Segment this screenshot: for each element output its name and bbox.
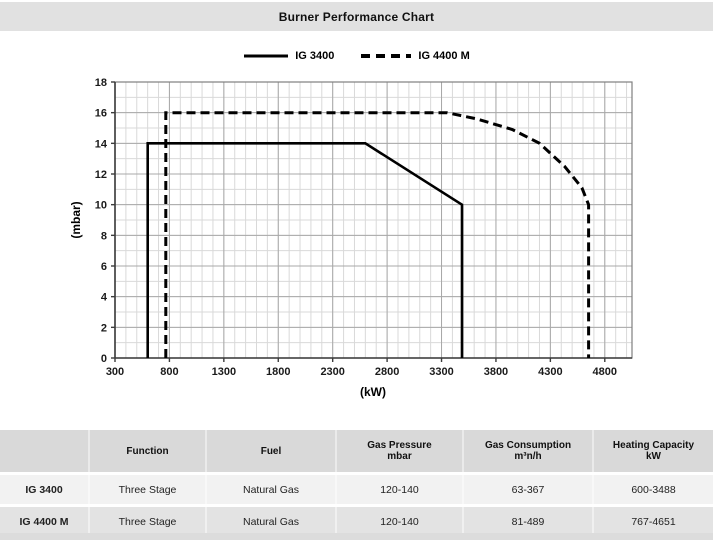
x-tick-label: 2300 [320,366,344,378]
y-tick-label: 14 [95,138,108,150]
performance-chart: 300 800 1300 1800 2300 2800 3300 3800 4300 4800 0… [69,77,633,399]
series-lines [146,111,591,358]
legend-item-ig-3400: IG 3400 [243,50,334,62]
y-tick-label: 4 [101,292,108,304]
bottom-divider [0,533,713,540]
cell-function: Three Stage [88,507,205,536]
y-tick-label: 12 [95,169,107,181]
spec-table-header: Function Fuel Gas Pressure mbar Gas Consu… [0,430,713,472]
x-tick-label: 2800 [375,366,399,378]
cell-function: Three Stage [88,475,205,504]
y-tick-label: 0 [101,353,107,365]
chart-legend: IG 3400 IG 4400 M [0,46,713,66]
cell-heating-capacity: 600-3488 [592,475,713,504]
title-bar: Burner Performance Chart [0,2,713,31]
spec-table: Function Fuel Gas Pressure mbar Gas Consu… [0,427,713,539]
y-axis-title: (mbar) [69,201,83,238]
x-tick-label: 800 [160,366,178,378]
cell-gas-consumption: 81-489 [462,507,592,536]
x-tick-label: 4300 [538,366,562,378]
header-cell-heating-capacity: Heating Capacity kW [592,430,713,472]
y-tick-label: 2 [101,322,107,334]
x-tick-label: 1800 [266,366,290,378]
plot-frame [114,81,633,359]
y-tick-label: 6 [101,261,107,273]
row-label-ig-4400m: IG 4400 M [0,507,88,536]
legend-label-ig-3400: IG 3400 [295,50,335,62]
x-tick-label: 300 [106,366,124,378]
header-cell-empty [0,430,88,472]
header-cell-function: Function [88,430,205,472]
table-row-ig-4400m: IG 4400 M Three Stage Natural Gas 120-14… [0,507,713,536]
header-row: Function Fuel Gas Pressure mbar Gas Consu… [0,430,713,472]
series-line-ig-4400-m [164,111,591,358]
cell-gas-pressure: 120-140 [335,475,462,504]
x-tick-label: 3300 [429,366,453,378]
series-line-ig-3400 [146,142,464,358]
header-cell-gas-consumption: Gas Consumption m³n/h [462,430,592,472]
y-tick-label: 18 [95,77,107,89]
x-tick-label: 1300 [212,366,236,378]
y-tick-label: 10 [95,200,107,212]
axis-ticks [111,81,606,362]
y-axis-tick-labels: 0 2 4 6 8 10 12 14 16 18 [95,77,108,365]
cell-fuel: Natural Gas [205,507,335,536]
cell-gas-consumption: 63-367 [462,475,592,504]
cell-heating-capacity: 767-4651 [592,507,713,536]
legend-item-ig-4400m: IG 4400 M [360,50,470,62]
header-cell-gas-pressure: Gas Pressure mbar [335,430,462,472]
solid-line-sample-icon [244,54,289,58]
y-tick-label: 8 [101,230,107,242]
row-label-ig-3400: IG 3400 [0,475,88,504]
page-title: Burner Performance Chart [278,9,435,24]
legend-label-ig-4400m: IG 4400 M [418,50,470,62]
x-axis-tick-labels: 300 800 1300 1800 2300 2800 3300 3800 4300 4800 [106,366,617,378]
header-cell-fuel: Fuel [205,430,335,472]
cell-fuel: Natural Gas [205,475,335,504]
x-tick-label: 4800 [593,366,617,378]
minor-gridlines [115,82,632,358]
x-axis-title: (kW) [360,385,386,399]
x-tick-label: 3800 [484,366,508,378]
table-row-ig-3400: IG 3400 Three Stage Natural Gas 120-140 … [0,475,713,504]
cell-gas-pressure: 120-140 [335,507,462,536]
dashed-line-sample-icon [361,54,412,58]
y-tick-label: 16 [95,108,107,120]
